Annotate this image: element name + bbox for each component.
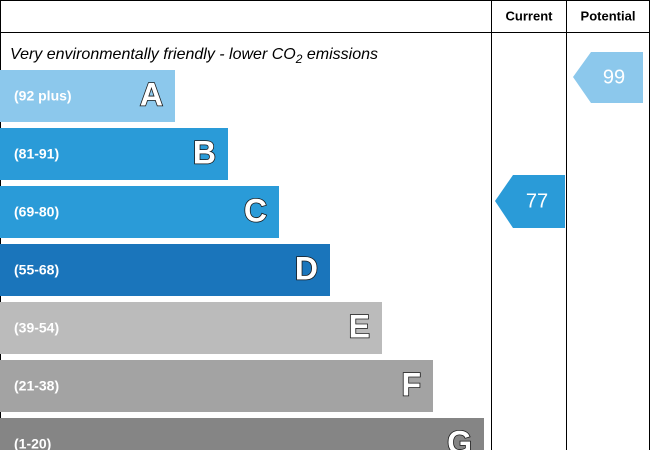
subtitle-subscript: 2 [295, 52, 303, 66]
potential-header: Potential [581, 8, 636, 23]
band-range: (81-91) [14, 146, 59, 162]
band-bar [0, 186, 279, 238]
band-letter: G [447, 424, 472, 450]
band-letter: C [244, 192, 267, 228]
current-arrow [495, 175, 565, 228]
band-letter: D [295, 250, 318, 286]
band-range: (1-20) [14, 436, 51, 450]
potential-value: 99 [603, 66, 625, 88]
current-header: Current [506, 8, 554, 23]
band-letter: E [349, 308, 370, 344]
subtitle-suffix: emissions [302, 46, 378, 63]
band-letter: B [193, 134, 216, 170]
band-bar [0, 128, 228, 180]
bands: (92 plus) A (81-91) B (69-80) C (55-68) D (39-54… [0, 70, 484, 450]
band-range: (55-68) [14, 262, 59, 278]
subtitle: Very environmentally friendly - lower CO… [10, 46, 378, 66]
potential-arrow [573, 52, 643, 103]
band-bar [0, 360, 433, 412]
band-bar [0, 244, 330, 296]
subtitle-text: Very environmentally friendly - lower CO [10, 46, 296, 63]
band-range: (92 plus) [14, 88, 72, 104]
band-bar [0, 418, 484, 450]
band-letter: F [401, 366, 421, 402]
current-value: 77 [526, 190, 548, 212]
band-range: (39-54) [14, 320, 59, 336]
band-letter: A [140, 76, 163, 112]
band-range: (69-80) [14, 204, 59, 220]
band-range: (21-38) [14, 378, 59, 394]
band-bar [0, 302, 382, 354]
band-bar [0, 70, 175, 122]
